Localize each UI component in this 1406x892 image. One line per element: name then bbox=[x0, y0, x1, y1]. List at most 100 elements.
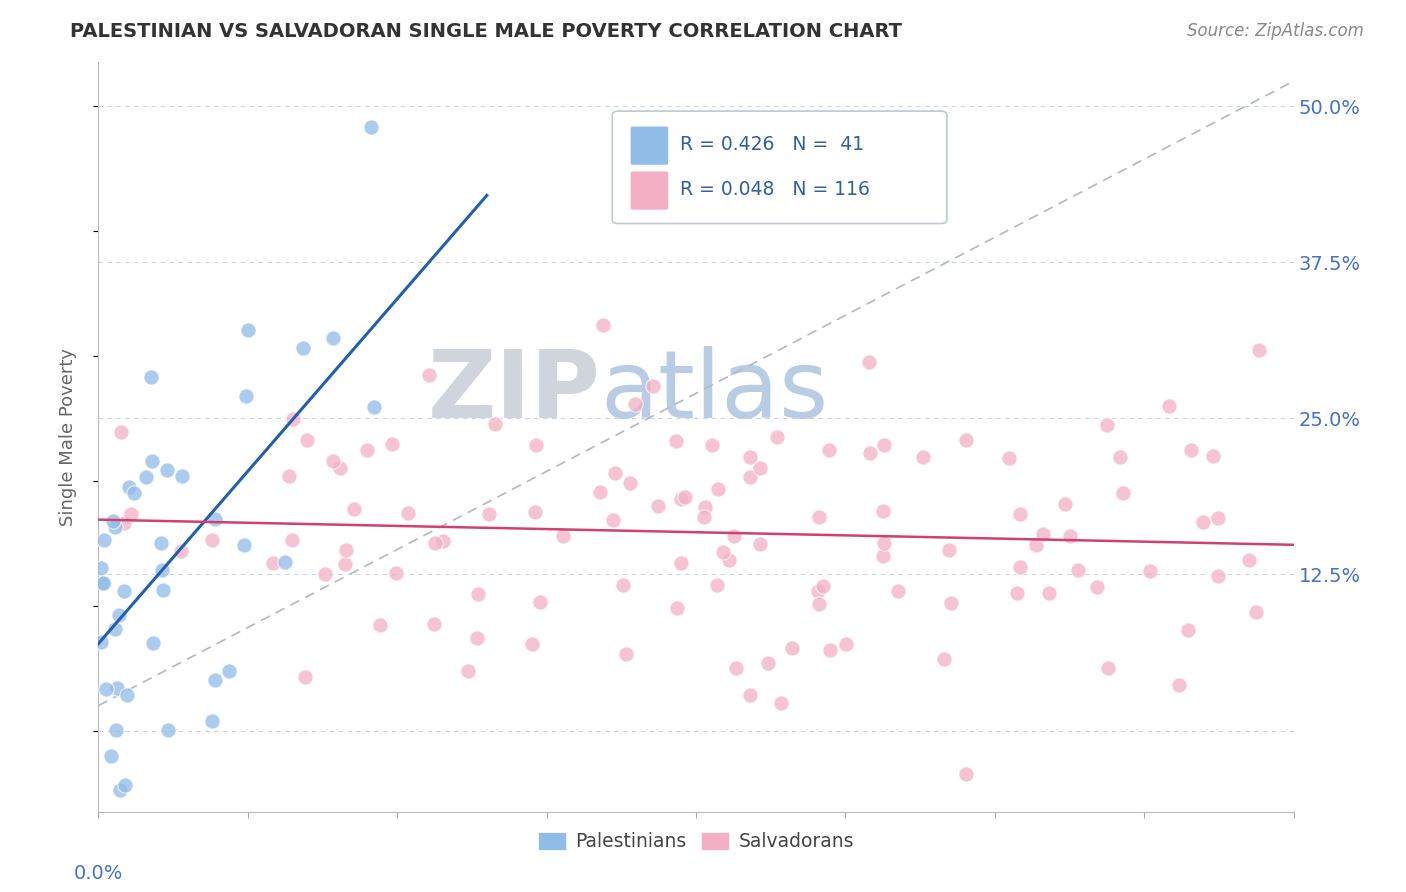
Point bbox=[524, 438, 547, 452]
Point bbox=[955, 767, 977, 781]
Point bbox=[756, 656, 779, 670]
Point bbox=[294, 670, 316, 684]
Point bbox=[274, 555, 297, 569]
Point bbox=[172, 469, 194, 483]
Point bbox=[673, 490, 696, 504]
Point bbox=[152, 583, 174, 598]
Point bbox=[141, 454, 163, 468]
Point bbox=[335, 542, 357, 557]
Point bbox=[90, 635, 112, 649]
Point bbox=[711, 545, 734, 559]
Point bbox=[529, 595, 551, 609]
Point bbox=[1025, 538, 1047, 552]
Point bbox=[93, 533, 115, 547]
Point bbox=[150, 536, 173, 550]
Point bbox=[104, 723, 127, 737]
Point bbox=[873, 535, 896, 549]
Point bbox=[232, 538, 254, 552]
Point bbox=[717, 553, 740, 567]
Point bbox=[484, 417, 506, 431]
Point bbox=[1008, 560, 1031, 574]
Point bbox=[592, 318, 614, 332]
Text: Source: ZipAtlas.com: Source: ZipAtlas.com bbox=[1187, 22, 1364, 40]
Point bbox=[1202, 449, 1225, 463]
Point bbox=[200, 533, 222, 547]
Point bbox=[156, 463, 179, 477]
Point bbox=[329, 460, 352, 475]
Point bbox=[858, 446, 880, 460]
Point bbox=[385, 566, 408, 580]
Point bbox=[110, 425, 132, 439]
Point bbox=[602, 513, 624, 527]
Point bbox=[120, 507, 142, 521]
Point bbox=[605, 466, 627, 480]
Point bbox=[723, 529, 745, 543]
Text: atlas: atlas bbox=[600, 346, 828, 438]
Point bbox=[112, 516, 135, 531]
Point bbox=[396, 506, 419, 520]
Text: R = 0.426   N =  41: R = 0.426 N = 41 bbox=[681, 136, 865, 154]
Point bbox=[706, 578, 728, 592]
Point bbox=[1005, 585, 1028, 599]
Point bbox=[1032, 526, 1054, 541]
Point bbox=[738, 470, 761, 484]
FancyBboxPatch shape bbox=[630, 171, 668, 210]
Point bbox=[432, 534, 454, 549]
Text: ZIP: ZIP bbox=[427, 346, 600, 438]
Point bbox=[619, 476, 641, 491]
Point bbox=[142, 636, 165, 650]
Point bbox=[939, 596, 962, 610]
Point bbox=[115, 688, 138, 702]
Point bbox=[218, 664, 240, 678]
Point bbox=[872, 549, 894, 563]
Point bbox=[150, 563, 173, 577]
Point bbox=[1010, 507, 1032, 521]
Point bbox=[333, 557, 356, 571]
Point bbox=[1109, 450, 1132, 464]
Point bbox=[820, 642, 842, 657]
Point bbox=[938, 542, 960, 557]
Point bbox=[695, 500, 717, 515]
Point bbox=[887, 584, 910, 599]
Point bbox=[204, 673, 226, 687]
Point bbox=[932, 652, 955, 666]
Point bbox=[524, 505, 547, 519]
Point bbox=[322, 331, 344, 345]
Point bbox=[100, 748, 122, 763]
Point bbox=[1097, 661, 1119, 675]
Point bbox=[1038, 586, 1060, 600]
Point bbox=[112, 583, 135, 598]
Point bbox=[118, 480, 141, 494]
Point bbox=[90, 561, 112, 575]
Point bbox=[612, 578, 634, 592]
Point bbox=[114, 779, 136, 793]
Point bbox=[835, 636, 858, 650]
Text: PALESTINIAN VS SALVADORAN SINGLE MALE POVERTY CORRELATION CHART: PALESTINIAN VS SALVADORAN SINGLE MALE PO… bbox=[70, 22, 903, 41]
Point bbox=[911, 450, 934, 464]
Point bbox=[1168, 678, 1191, 692]
Point bbox=[467, 586, 489, 600]
Point bbox=[169, 544, 191, 558]
Point bbox=[262, 556, 284, 570]
Point bbox=[955, 433, 977, 447]
Point bbox=[278, 469, 301, 483]
Point bbox=[643, 379, 665, 393]
Legend: Palestinians, Salvadorans: Palestinians, Salvadorans bbox=[530, 824, 862, 858]
Point bbox=[381, 437, 404, 451]
Point bbox=[1180, 442, 1202, 457]
Point bbox=[807, 584, 830, 599]
Point bbox=[423, 536, 446, 550]
Point bbox=[108, 782, 131, 797]
Point bbox=[422, 616, 444, 631]
Point bbox=[1237, 553, 1260, 567]
Point bbox=[238, 323, 260, 337]
Point bbox=[368, 618, 391, 632]
Point bbox=[281, 411, 304, 425]
Point bbox=[749, 460, 772, 475]
Point bbox=[93, 575, 115, 590]
Point bbox=[614, 648, 637, 662]
Point bbox=[769, 697, 792, 711]
Point bbox=[280, 533, 302, 548]
Point bbox=[1059, 529, 1081, 543]
Point bbox=[624, 397, 647, 411]
